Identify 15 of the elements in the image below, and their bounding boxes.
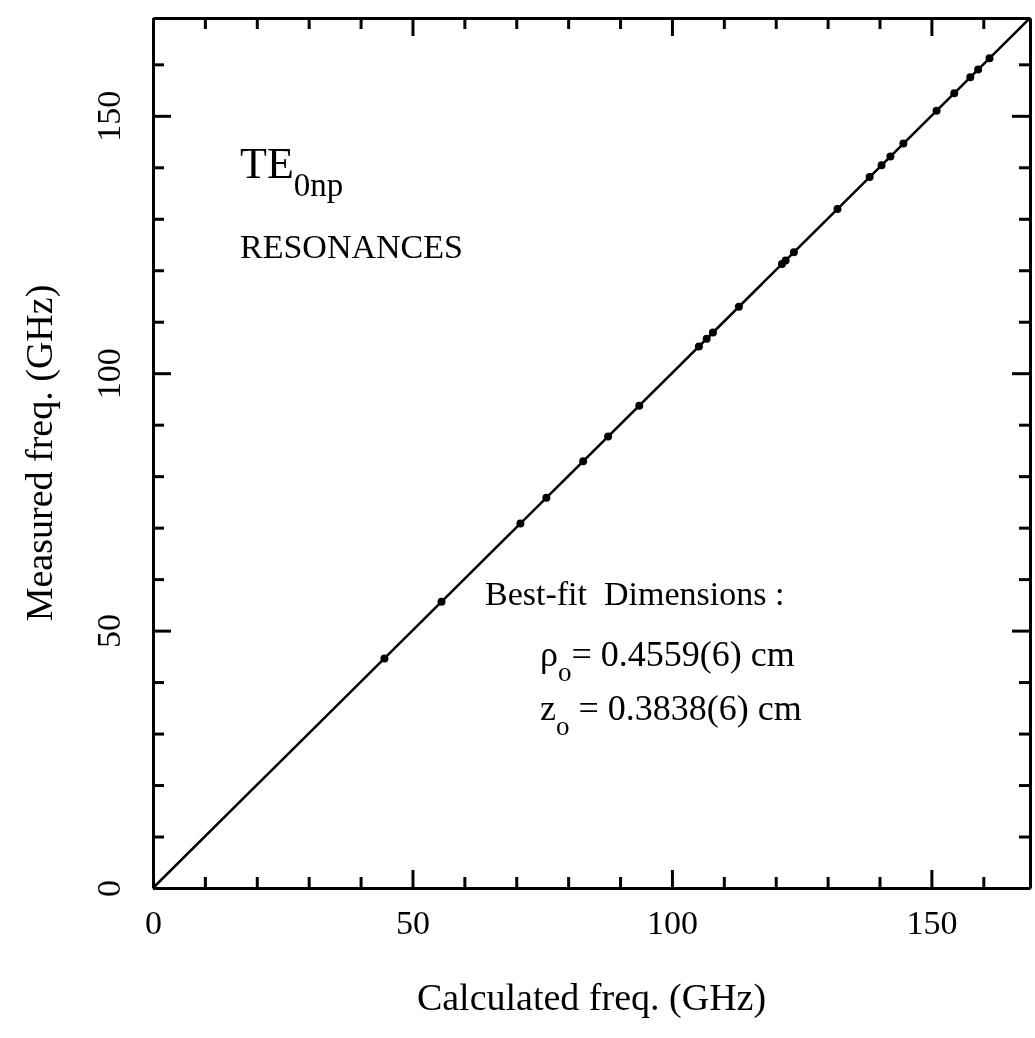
x-tick-label: 50	[395, 904, 430, 942]
annotation: TE$_{0np}$	[240, 139, 344, 203]
x-tick-label: 100	[646, 904, 698, 942]
y-tick-label: 150	[90, 90, 127, 142]
x-tick-label: 0	[145, 904, 162, 942]
annotation: z$_{o}$ = 0.3838(6) cm	[540, 688, 802, 741]
y-tick-label: 50	[90, 614, 127, 649]
x-tick-label: 150	[906, 904, 958, 942]
y-axis-title: Measured freq. (GHz)	[18, 284, 61, 622]
annotation: RESONANCES	[240, 228, 463, 265]
annotation: Best-fit Dimensions :	[485, 575, 785, 612]
y-tick-label: 100	[90, 348, 127, 400]
annotation: ρ$_{o}$= 0.4559(6) cm	[540, 634, 795, 687]
y-tick-label: 0	[90, 880, 127, 897]
x-axis-title: Calculated freq. (GHz)	[416, 976, 767, 1019]
